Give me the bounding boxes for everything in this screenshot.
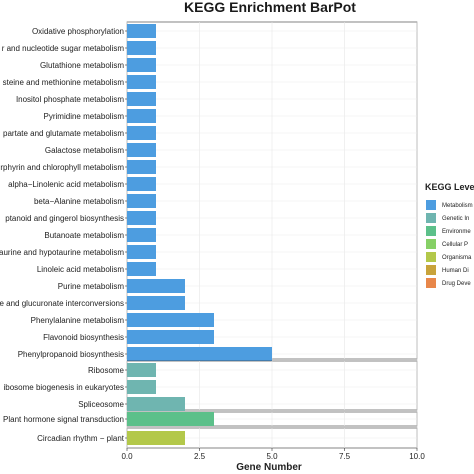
legend-swatch <box>426 200 436 210</box>
bar <box>127 397 185 411</box>
category-label: Inositol phosphate metabolism <box>16 95 124 104</box>
bar <box>127 75 156 89</box>
category-label: e and glucuronate interconversions <box>0 299 124 308</box>
x-axis-title: Gene Number <box>236 462 302 473</box>
bar <box>127 24 156 38</box>
legend-label: Cellular P <box>442 242 468 248</box>
legend-label: Metabolism <box>442 203 473 209</box>
legend-swatch <box>426 213 436 223</box>
bar <box>127 41 156 55</box>
chart-title: KEGG Enrichment BarPot <box>184 0 356 15</box>
x-tick-label: 10.0 <box>409 452 425 461</box>
bar <box>127 211 156 225</box>
bar <box>127 296 185 310</box>
bar <box>127 194 156 208</box>
bar <box>127 143 156 157</box>
legend-label: Environme <box>442 229 471 235</box>
bar <box>127 262 156 276</box>
category-label: Purine metabolism <box>58 282 125 291</box>
legend-swatch <box>426 278 436 288</box>
bar <box>127 109 156 123</box>
category-label: Pyrimidine metabolism <box>44 112 125 121</box>
category-label: Plant hormone signal transduction <box>3 415 124 424</box>
legend-swatch <box>426 239 436 249</box>
category-label: rphyrin and chlorophyll metabolism <box>0 163 124 172</box>
category-label: Oxidative phosphorylation <box>32 27 124 36</box>
bar <box>127 363 156 377</box>
category-label: ibosome biogenesis in eukaryotes <box>3 383 124 392</box>
legend-label: Organisma <box>442 255 472 261</box>
category-label: r and nucleotide sugar metabolism <box>2 44 125 53</box>
plot-area: Oxidative phosphorylation r and nucleotid… <box>0 21 425 461</box>
category-label: Butanoate metabolism <box>44 231 124 240</box>
category-label: Circadian rhythm − plant <box>37 434 125 443</box>
bar <box>127 347 272 361</box>
category-label: steine and methionine metabolism <box>3 78 125 87</box>
legend-title: KEGG Level <box>425 182 474 192</box>
category-label: Spliceosome <box>78 400 124 409</box>
category-label: Glutathione metabolism <box>40 61 124 70</box>
category-label: Linoleic acid metabolism <box>37 265 124 274</box>
category-label: Phenylalanine metabolism <box>31 316 125 325</box>
category-label: Phenylpropanoid biosynthesis <box>18 350 124 359</box>
category-label: Galactose metabolism <box>45 146 124 155</box>
bar <box>127 245 156 259</box>
bar <box>127 228 156 242</box>
x-tick-label: 0.0 <box>121 452 133 461</box>
bar <box>127 58 156 72</box>
bar <box>127 412 214 426</box>
x-tick-label: 5.0 <box>266 452 278 461</box>
bar <box>127 380 156 394</box>
x-tick-label: 7.5 <box>339 452 351 461</box>
legend-label: Genetic In <box>442 216 469 222</box>
bar <box>127 92 156 106</box>
category-label: beta−Alanine metabolism <box>34 197 124 206</box>
bar <box>127 330 214 344</box>
category-label: Ribosome <box>88 366 125 375</box>
category-label: partate and glutamate metabolism <box>3 129 124 138</box>
category-label: Flavonoid biosynthesis <box>43 333 124 342</box>
bar <box>127 126 156 140</box>
legend-label: Human Di <box>442 268 469 274</box>
bar <box>127 177 156 191</box>
bar <box>127 431 185 445</box>
category-label: aurine and hypotaurine metabolism <box>0 248 124 257</box>
legend-swatch <box>426 226 436 236</box>
bar <box>127 313 214 327</box>
x-tick-label: 2.5 <box>194 452 206 461</box>
bar <box>127 160 156 174</box>
bar <box>127 279 185 293</box>
legend-swatch <box>426 265 436 275</box>
legend: KEGG Level Metabolism Genetic In Environme… <box>425 182 474 288</box>
legend-label: Drug Deve <box>442 281 471 287</box>
category-label: alpha−Linolenic acid metabolism <box>8 180 124 189</box>
legend-swatch <box>426 252 436 262</box>
category-label: ptanoid and gingerol biosynthesis <box>5 214 124 223</box>
